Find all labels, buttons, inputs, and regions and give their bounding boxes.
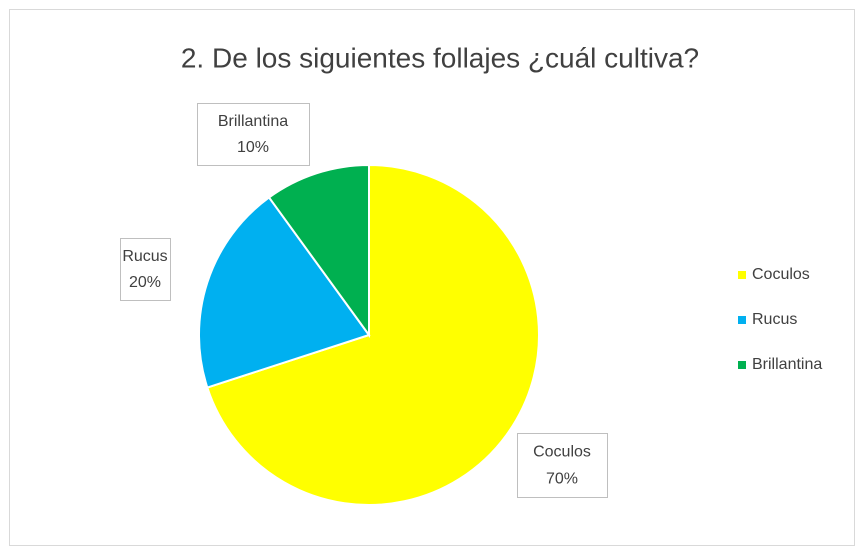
pie-slice: [198, 196, 371, 389]
data-label-value: 20%: [129, 274, 161, 291]
data-label-category: Rucus: [122, 248, 167, 265]
legend-swatch: [738, 271, 746, 279]
pie-slice: [267, 163, 370, 339]
data-label-box: [197, 103, 310, 166]
legend-label: Coculos: [752, 266, 810, 283]
legend-label: Brillantina: [752, 356, 822, 373]
data-label-box: [120, 238, 171, 301]
data-label-category: Coculos: [533, 443, 591, 460]
chart-title: 2. De los siguientes follajes ¿cuál cult…: [181, 42, 699, 73]
data-label-value: 10%: [237, 139, 269, 156]
pie-slice: [206, 163, 540, 506]
legend-swatch: [738, 316, 746, 324]
legend-label: Rucus: [752, 311, 797, 328]
legend-swatch: [738, 361, 746, 369]
data-label-box: [517, 433, 608, 498]
data-label-category: Brillantina: [218, 113, 288, 130]
data-label-value: 70%: [546, 470, 578, 487]
